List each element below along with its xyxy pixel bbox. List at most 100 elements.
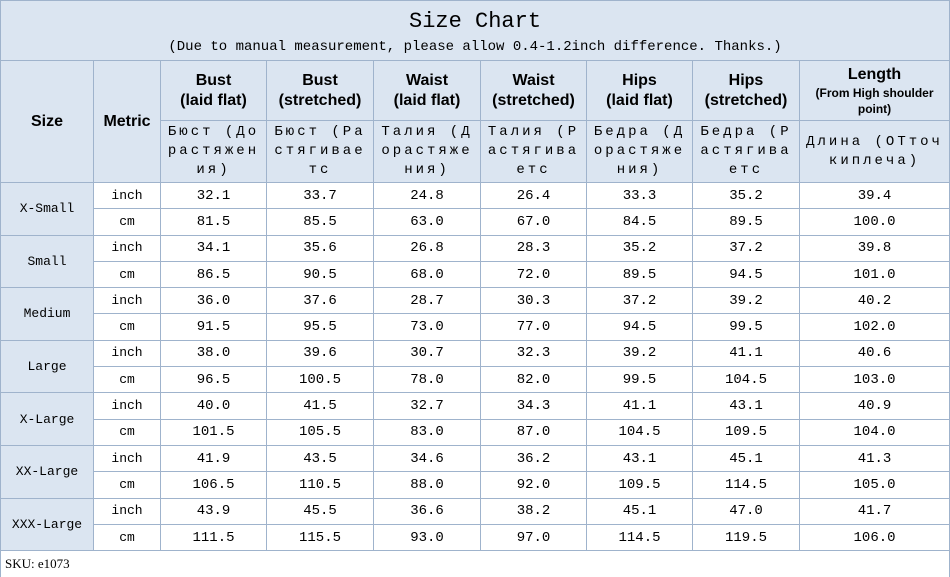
value-cell: 93.0 xyxy=(373,523,481,552)
value-cell: 36.2 xyxy=(480,444,587,473)
value-cell: 35.2 xyxy=(586,234,693,262)
data-row: cm 96.5 100.5 78.0 82.0 99.5 104.5 103.0 xyxy=(1,366,950,394)
metric-cell: cm xyxy=(93,471,161,499)
title-cell: Size Chart (Due to manual measurement, pl… xyxy=(0,0,950,61)
metric-cell: cm xyxy=(93,523,161,552)
size-cell: Medium xyxy=(0,287,94,341)
subheader-cell: Бюст (Растягиваетс xyxy=(266,120,374,183)
chart-title: Size Chart xyxy=(409,8,542,34)
value-cell: 41.3 xyxy=(798,444,950,473)
data-row: X-Small inch 32.1 33.7 24.8 26.4 33.3 35.2 39.4 xyxy=(0,181,950,236)
value-cell: 36.6 xyxy=(373,497,481,525)
value-cell: 45.1 xyxy=(586,497,693,525)
value-cell: 43.1 xyxy=(692,392,800,420)
value-cell: 26.8 xyxy=(373,234,481,262)
header-cell: Waist (stretched) xyxy=(480,60,587,121)
data-row: cm 81.5 85.5 63.0 67.0 84.5 89.5 100.0 xyxy=(1,208,950,236)
value-cell: 45.1 xyxy=(692,444,800,473)
value-cell: 41.1 xyxy=(586,392,693,420)
header-cell: Hips (laid flat) xyxy=(586,60,693,121)
metric-cell: cm xyxy=(93,260,161,289)
header-name: Metric xyxy=(103,112,151,130)
value-cell: 83.0 xyxy=(373,418,481,446)
value-cell: 26.4 xyxy=(480,181,587,210)
value-cell: 103.0 xyxy=(798,366,950,394)
header-name: Waist xyxy=(512,71,555,89)
size-cell: Small xyxy=(0,234,94,289)
data-row: cm 106.5 110.5 88.0 92.0 109.5 114.5 105.0 xyxy=(1,471,950,499)
value-cell: 30.7 xyxy=(373,339,481,368)
header-name: Waist xyxy=(405,71,449,89)
metric-cell: inch xyxy=(93,339,161,368)
value-cell: 114.5 xyxy=(692,471,800,499)
value-cell: 114.5 xyxy=(586,523,693,552)
data-row: Small inch 34.1 35.6 26.8 28.3 35.2 37.2 39.8 xyxy=(0,234,950,289)
metric-cell: inch xyxy=(93,444,161,473)
value-cell: 63.0 xyxy=(373,208,481,236)
data-row: Medium inch 36.0 37.6 28.7 30.3 37.2 39.2 40.2 xyxy=(0,287,950,341)
value-cell: 110.5 xyxy=(266,471,374,499)
subheader-row: Бюст (Дорастяжения) Бюст (Растягиваетс Тал… xyxy=(1,120,950,183)
data-row: X-Large inch 40.0 41.5 32.7 34.3 41.1 43.1 40.9 xyxy=(0,392,950,446)
value-cell: 37.2 xyxy=(692,234,800,262)
header-note: (stretched) xyxy=(704,91,788,109)
value-cell: 86.5 xyxy=(160,260,267,289)
header-cell: Waist (laid flat) xyxy=(373,60,481,121)
value-cell: 106.0 xyxy=(798,523,950,552)
value-cell: 67.0 xyxy=(480,208,587,236)
subheader-cell: Бедра (Растягиваетс xyxy=(692,120,800,183)
metric-cell: cm xyxy=(93,208,161,236)
value-cell: 34.1 xyxy=(160,234,267,262)
value-cell: 89.5 xyxy=(692,208,800,236)
subtitle: (Due to manual measurement, please allow… xyxy=(168,38,782,55)
value-cell: 45.5 xyxy=(266,497,374,525)
value-cell: 28.7 xyxy=(373,287,481,315)
subheader-cell: Талия (Дорастяжения) xyxy=(373,120,481,183)
data-row: XX-Large inch 41.9 43.5 34.6 36.2 43.1 45.1 41.3 xyxy=(0,444,950,499)
metric-cell: inch xyxy=(93,392,161,420)
header-cell: Bust (stretched) xyxy=(266,60,374,121)
size-cell: X-Large xyxy=(0,392,94,446)
header-cell: Size xyxy=(0,60,94,183)
value-cell: 39.6 xyxy=(266,339,374,368)
value-cell: 104.0 xyxy=(798,418,950,446)
value-cell: 78.0 xyxy=(373,366,481,394)
value-cell: 33.7 xyxy=(266,181,374,210)
metric-cell: cm xyxy=(93,313,161,341)
value-cell: 77.0 xyxy=(480,313,587,341)
value-cell: 38.0 xyxy=(160,339,267,368)
value-cell: 40.2 xyxy=(798,287,950,315)
value-cell: 68.0 xyxy=(373,260,481,289)
header-name: Length xyxy=(847,65,902,83)
data-row: cm 86.5 90.5 68.0 72.0 89.5 94.5 101.0 xyxy=(1,260,950,289)
header-name: Bust xyxy=(195,71,232,89)
size-cell: Large xyxy=(0,339,94,394)
value-cell: 94.5 xyxy=(692,260,800,289)
subheader-cell: Талия (Растягиваетс xyxy=(480,120,587,183)
value-cell: 92.0 xyxy=(480,471,587,499)
value-cell: 40.6 xyxy=(798,339,950,368)
value-cell: 99.5 xyxy=(692,313,800,341)
size-cell: XX-Large xyxy=(0,444,94,499)
sku-row: SKU: e1073 xyxy=(0,550,950,577)
value-cell: 35.6 xyxy=(266,234,374,262)
header-note: (stretched) xyxy=(492,91,575,109)
value-cell: 37.2 xyxy=(586,287,693,315)
value-cell: 39.8 xyxy=(798,234,950,262)
metric-cell: cm xyxy=(93,366,161,394)
value-cell: 85.5 xyxy=(266,208,374,236)
header-cell: Length (From High shoulder point) xyxy=(798,60,950,121)
value-cell: 24.8 xyxy=(373,181,481,210)
value-cell: 109.5 xyxy=(692,418,800,446)
value-cell: 94.5 xyxy=(586,313,693,341)
value-cell: 43.5 xyxy=(266,444,374,473)
value-cell: 105.5 xyxy=(266,418,374,446)
value-cell: 33.3 xyxy=(586,181,693,210)
subheader-cell: Бедра (Дорастяжения) xyxy=(586,120,693,183)
value-cell: 82.0 xyxy=(480,366,587,394)
value-cell: 39.2 xyxy=(586,339,693,368)
metric-cell: inch xyxy=(93,287,161,315)
value-cell: 95.5 xyxy=(266,313,374,341)
